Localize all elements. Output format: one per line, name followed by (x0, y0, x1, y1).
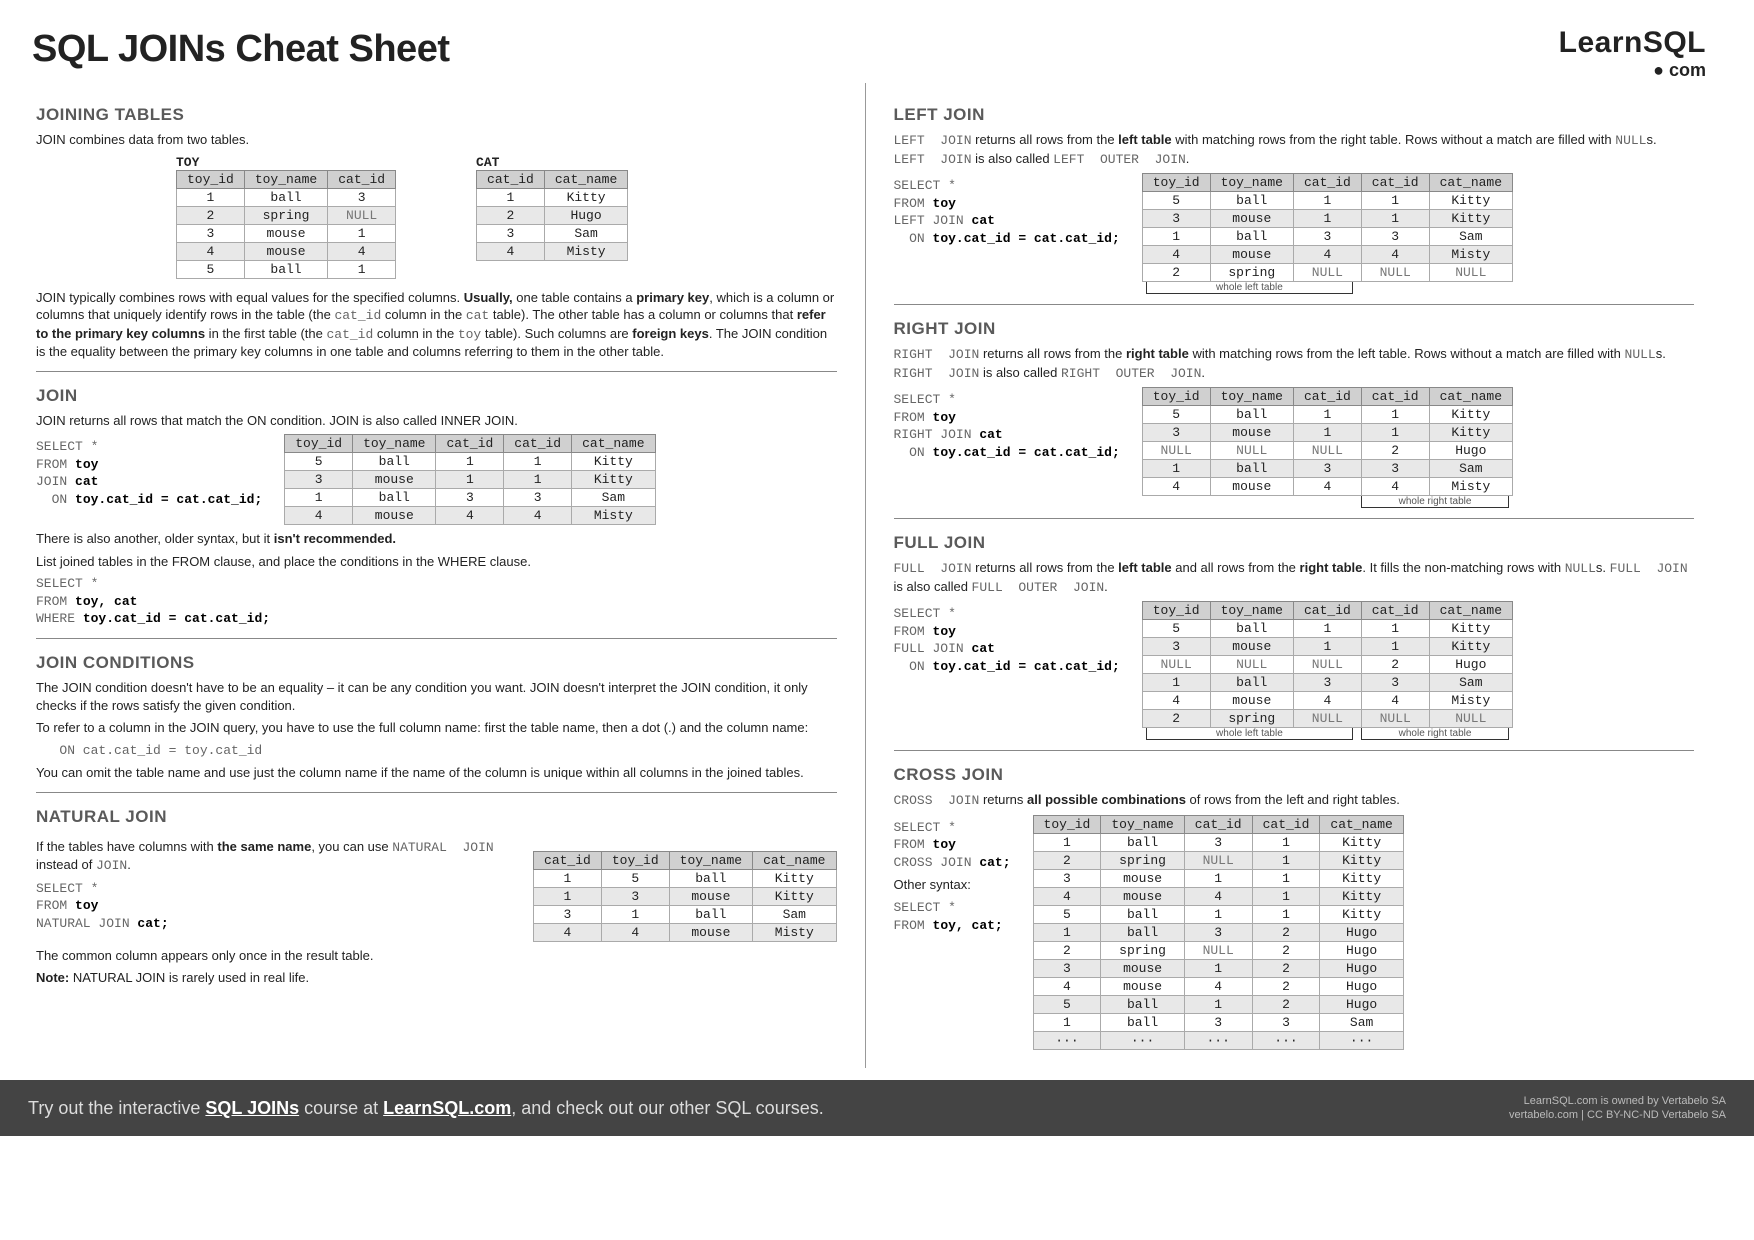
right-column: LEFT JOIN LEFT JOIN returns all rows fro… (865, 83, 1723, 1068)
lj-result-table: toy_idtoy_namecat_idcat_idcat_name5ball1… (1142, 173, 1513, 282)
join-result-table: toy_idtoy_namecat_idcat_idcat_name5ball1… (284, 434, 655, 525)
lj-text: LEFT JOIN returns all rows from the left… (894, 131, 1695, 168)
lj-code: SELECT * FROM toy LEFT JOIN cat ON toy.c… (894, 177, 1120, 247)
heading-join-conditions: JOIN CONDITIONS (36, 653, 837, 673)
logo-line2: ● com (1559, 60, 1706, 81)
fj-result-table: toy_idtoy_namecat_idcat_idcat_name5ball1… (1142, 601, 1513, 728)
footer-r2: vertabelo.com | CC BY-NC-ND Vertabelo SA (1509, 1108, 1726, 1122)
cat-table: cat_idcat_name1Kitty2Hugo3Sam4Misty (476, 170, 628, 261)
nj-result-table: cat_idtoy_idtoy_namecat_name15ballKitty1… (533, 851, 836, 942)
heading-right-join: RIGHT JOIN (894, 319, 1695, 339)
nj-code: SELECT * FROM toy NATURAL JOIN cat; (36, 880, 511, 933)
footer-link-joins[interactable]: SQL JOINs (205, 1098, 299, 1118)
logo-line1: LearnSQL (1559, 26, 1706, 60)
fj-code: SELECT * FROM toy FULL JOIN cat ON toy.c… (894, 605, 1120, 675)
cj-result-table: toy_idtoy_namecat_idcat_idcat_name1ball3… (1033, 815, 1404, 1050)
nj-p2: The common column appears only once in t… (36, 947, 837, 965)
footer-right: LearnSQL.com is owned by Vertabelo SA ve… (1509, 1094, 1726, 1123)
jc-p3: You can omit the table name and use just… (36, 764, 837, 782)
rj-text: RIGHT JOIN returns all rows from the rig… (894, 345, 1695, 382)
nj-p1: If the tables have columns with the same… (36, 838, 511, 875)
heading-join: JOIN (36, 386, 837, 406)
cj-other: Other syntax: (894, 876, 1011, 894)
footer-text: Try out the interactive SQL JOINs course… (28, 1098, 824, 1119)
join-note1: There is also another, older syntax, but… (36, 530, 837, 548)
jt-intro: JOIN combines data from two tables. (36, 131, 837, 149)
join-intro: JOIN returns all rows that match the ON … (36, 412, 837, 430)
cj-text: CROSS JOIN returns all possible combinat… (894, 791, 1695, 810)
heading-cross-join: CROSS JOIN (894, 765, 1695, 785)
heading-joining-tables: JOINING TABLES (36, 105, 837, 125)
footer-r1: LearnSQL.com is owned by Vertabelo SA (1509, 1094, 1726, 1108)
jc-p1: The JOIN condition doesn't have to be an… (36, 679, 837, 714)
join-note2: List joined tables in the FROM clause, a… (36, 553, 837, 571)
fj-caption-r: whole right table (1361, 728, 1509, 740)
rj-caption: whole right table (1361, 496, 1509, 508)
heading-natural-join: NATURAL JOIN (36, 807, 837, 827)
cat-label: CAT (476, 155, 628, 170)
heading-full-join: FULL JOIN (894, 533, 1695, 553)
fj-caption-l: whole left table (1146, 728, 1353, 740)
toy-label: TOY (176, 155, 396, 170)
rj-result-table: toy_idtoy_namecat_idcat_idcat_name5ball1… (1142, 387, 1513, 496)
cj-code2: SELECT * FROM toy, cat; (894, 899, 1011, 934)
rj-code: SELECT * FROM toy RIGHT JOIN cat ON toy.… (894, 391, 1120, 461)
cj-code1: SELECT * FROM toy CROSS JOIN cat; (894, 819, 1011, 872)
nj-p3: Note: NATURAL JOIN is rarely used in rea… (36, 969, 837, 987)
page-title: SQL JOINs Cheat Sheet (32, 28, 1722, 71)
logo: LearnSQL ● com (1559, 26, 1706, 81)
toy-table: toy_idtoy_namecat_id1ball32springNULL3mo… (176, 170, 396, 279)
footer: Try out the interactive SQL JOINs course… (0, 1080, 1754, 1137)
jt-para: JOIN typically combines rows with equal … (36, 289, 837, 361)
heading-left-join: LEFT JOIN (894, 105, 1695, 125)
footer-link-site[interactable]: LearnSQL.com (383, 1098, 511, 1118)
fj-text: FULL JOIN returns all rows from the left… (894, 559, 1695, 596)
lj-caption: whole left table (1146, 282, 1353, 294)
join-code: SELECT * FROM toy JOIN cat ON toy.cat_id… (36, 438, 262, 508)
jc-code: ON cat.cat_id = toy.cat_id (36, 742, 837, 760)
left-column: JOINING TABLES JOIN combines data from t… (32, 83, 865, 1068)
join-old-code: SELECT * FROM toy, cat WHERE toy.cat_id … (36, 575, 837, 628)
jc-p2: To refer to a column in the JOIN query, … (36, 719, 837, 737)
